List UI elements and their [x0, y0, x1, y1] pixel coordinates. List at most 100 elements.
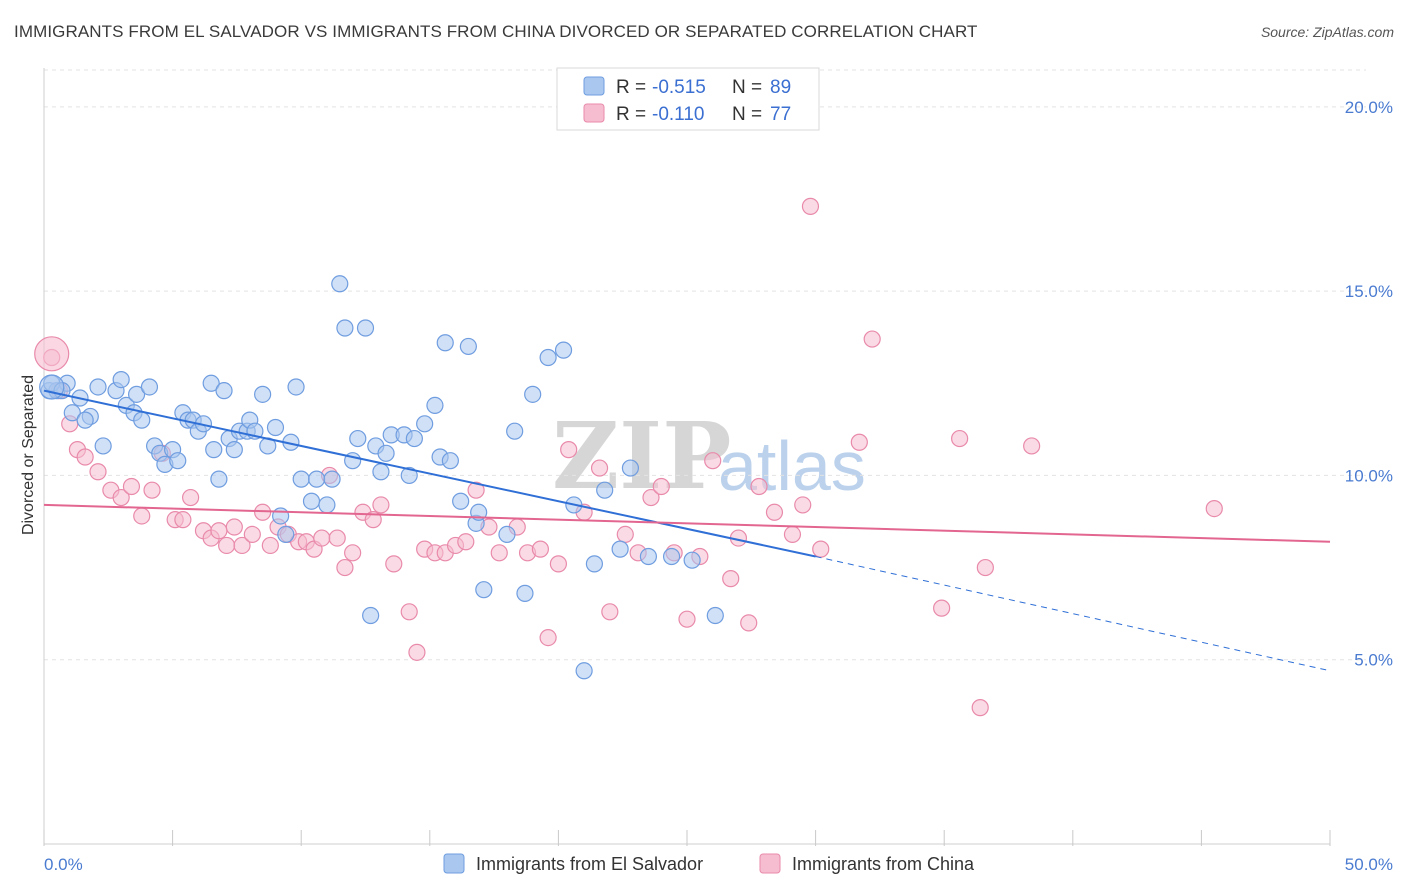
el-salvador-point-3 — [63, 404, 81, 422]
el-salvador-point-47 — [331, 275, 349, 293]
china-point-65 — [722, 570, 740, 588]
china-point-68 — [750, 477, 768, 496]
watermark-zip: ZIP — [552, 402, 731, 510]
china-point-33 — [344, 544, 362, 562]
china-point-10 — [143, 481, 161, 499]
china-point-81 — [1205, 500, 1223, 518]
chart-title: IMMIGRANTS FROM EL SALVADOR VS IMMIGRANT… — [14, 22, 978, 41]
el-salvador-point-58 — [400, 466, 418, 485]
bottom-legend-label-el-salvador: Immigrants from El Salvador — [476, 854, 703, 874]
el-salvador-point-75 — [554, 341, 573, 359]
china-point-64 — [704, 452, 722, 470]
y-tick-label-15: 15.0% — [1345, 282, 1393, 301]
china-point-69 — [765, 503, 784, 521]
el-salvador-point-88 — [76, 411, 94, 429]
gridlines — [44, 69, 1366, 661]
el-salvador-point-55 — [377, 444, 395, 462]
el-salvador-point-59 — [405, 429, 423, 448]
source-label: Source: ZipAtlas.com — [1260, 24, 1394, 40]
china-point-8 — [122, 477, 141, 496]
y-tick-label-20: 20.0% — [1345, 98, 1393, 117]
el-salvador-point-26 — [205, 441, 223, 459]
el-salvador-point-80 — [611, 540, 629, 558]
el-salvador-point-54 — [372, 463, 390, 481]
china-point-73 — [812, 540, 830, 558]
trend-line-el-salvador — [43, 389, 816, 558]
china-point-72 — [801, 197, 820, 215]
china-point-36 — [372, 496, 390, 514]
y-tick-labels: 5.0% 10.0% 15.0% 20.0% — [1345, 98, 1393, 670]
legend-n-value-china: 77 — [770, 104, 791, 125]
el-salvador-point-70 — [498, 525, 516, 544]
china-point-76 — [933, 599, 951, 617]
el-salvador-point-83 — [662, 547, 681, 566]
el-salvador-point-77 — [575, 662, 593, 680]
trend-line-el-salvador-extension — [815, 556, 1331, 672]
china-point-53 — [560, 441, 578, 459]
legend-n-label-el-salvador: N = — [732, 77, 762, 98]
el-salvador-point-78 — [585, 555, 604, 573]
x-tick-label-max: 50.0% — [1345, 855, 1393, 874]
el-salvador-point-39 — [277, 525, 295, 544]
el-salvador-point-66 — [459, 337, 477, 356]
el-salvador-point-84 — [683, 551, 701, 569]
el-salvador-point-63 — [436, 334, 454, 352]
el-salvador-point-74 — [539, 348, 557, 367]
china-point-18 — [218, 536, 236, 555]
china-point-62 — [678, 610, 696, 628]
legend-r-value-el-salvador: -0.515 — [652, 77, 706, 98]
china-point-5 — [89, 463, 107, 481]
el-salvador-point-52 — [362, 606, 380, 625]
china-point-31 — [328, 529, 346, 547]
bottom-legend-swatch-el-salvador — [443, 853, 465, 874]
y-tick-label-10: 10.0% — [1345, 466, 1393, 485]
trend-lines — [43, 389, 1331, 672]
bottom-legend-swatch-china — [759, 853, 781, 874]
el-salvador-point-79 — [596, 481, 614, 499]
el-salvador-point-85 — [706, 606, 724, 625]
china-point-17 — [210, 522, 228, 540]
china-point-47 — [490, 544, 508, 562]
china-point-59 — [642, 488, 660, 507]
el-salvador-point-6 — [89, 378, 107, 396]
el-salvador-point-19 — [169, 452, 187, 470]
el-salvador-point-28 — [215, 382, 233, 400]
el-salvador-point-25 — [202, 374, 220, 392]
el-salvador-point-12 — [127, 385, 146, 403]
legend-swatch-el-salvador — [583, 76, 605, 96]
el-salvador-point-43 — [302, 492, 321, 510]
axes — [43, 68, 1331, 846]
china-point-21 — [243, 525, 261, 544]
el-salvador-point-81 — [621, 459, 640, 477]
x-tick-label-min: 0.0% — [44, 855, 83, 874]
china-point-78 — [971, 699, 989, 717]
el-salvador-point-82 — [639, 547, 658, 566]
china-point-67 — [740, 614, 758, 632]
el-salvador-point-9 — [112, 371, 130, 389]
el-salvador-point-14 — [140, 378, 159, 396]
china-point-50 — [531, 540, 549, 558]
china-point-37 — [385, 555, 403, 573]
legend-n-label-china: N = — [732, 104, 762, 125]
el-salvador-point-64 — [441, 452, 459, 470]
china-point-74 — [850, 433, 868, 451]
china-point-77 — [951, 429, 969, 448]
china-point-9 — [133, 507, 151, 525]
el-salvador-point-27 — [210, 470, 228, 488]
china-point-14 — [182, 488, 200, 507]
el-salvador-point-50 — [349, 429, 367, 448]
china-point-56 — [601, 603, 619, 621]
china-point-80 — [1023, 437, 1041, 455]
china-point-39 — [408, 643, 426, 661]
china-point-75 — [863, 330, 881, 348]
el-salvador-point-38 — [272, 507, 290, 525]
y-axis-label: Divorced or Separated — [20, 375, 37, 535]
china-point-55 — [590, 459, 609, 477]
el-salvador-point-13 — [133, 411, 151, 429]
el-salvador-point-45 — [318, 496, 336, 514]
trend-line-china — [43, 503, 1331, 543]
legend-n-value-el-salvador: 89 — [770, 77, 791, 98]
china-point-35 — [364, 511, 382, 529]
el-salvador-point-30 — [225, 441, 243, 459]
